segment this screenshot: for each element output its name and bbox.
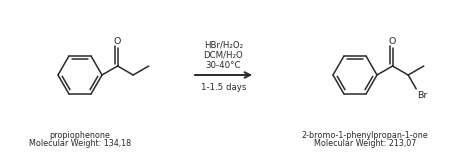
Text: HBr/H₂O₂: HBr/H₂O₂	[204, 41, 243, 49]
Text: Br: Br	[417, 91, 428, 100]
Text: 2-bromo-1-phenylpropan-1-one: 2-bromo-1-phenylpropan-1-one	[301, 130, 428, 140]
Text: Molecular Weight: 213,07: Molecular Weight: 213,07	[314, 140, 416, 149]
Text: O: O	[114, 37, 121, 46]
Text: Molecular Weight: 134,18: Molecular Weight: 134,18	[29, 140, 131, 149]
Text: propiophenone: propiophenone	[50, 130, 110, 140]
Text: 30-40°C: 30-40°C	[206, 60, 241, 70]
Text: O: O	[389, 37, 396, 46]
Text: DCM/H₂O: DCM/H₂O	[204, 51, 243, 60]
Text: 1-1.5 days: 1-1.5 days	[201, 82, 246, 92]
